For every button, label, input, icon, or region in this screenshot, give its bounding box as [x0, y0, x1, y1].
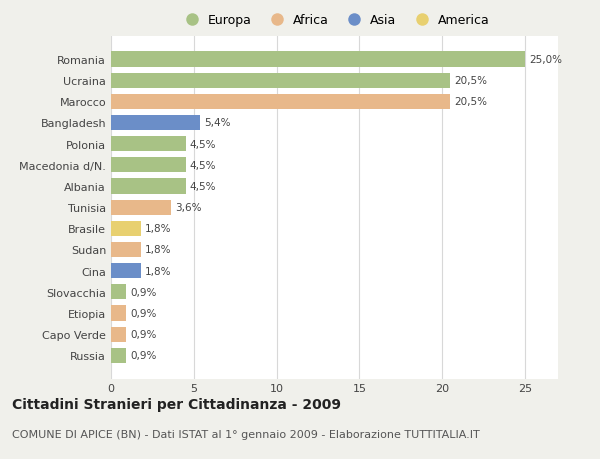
- Text: 20,5%: 20,5%: [455, 76, 488, 86]
- Bar: [111, 306, 126, 321]
- Bar: [111, 221, 141, 236]
- Bar: [111, 52, 525, 67]
- Bar: [111, 179, 185, 194]
- Text: 5,4%: 5,4%: [205, 118, 231, 128]
- Text: 4,5%: 4,5%: [190, 161, 216, 170]
- Text: 1,8%: 1,8%: [145, 224, 172, 234]
- Bar: [111, 263, 141, 279]
- Text: 0,9%: 0,9%: [130, 287, 157, 297]
- Text: COMUNE DI APICE (BN) - Dati ISTAT al 1° gennaio 2009 - Elaborazione TUTTITALIA.I: COMUNE DI APICE (BN) - Dati ISTAT al 1° …: [12, 429, 480, 439]
- Bar: [111, 95, 451, 110]
- Text: 25,0%: 25,0%: [529, 55, 562, 65]
- Text: 1,8%: 1,8%: [145, 266, 172, 276]
- Text: 0,9%: 0,9%: [130, 330, 157, 339]
- Text: 0,9%: 0,9%: [130, 308, 157, 318]
- Bar: [111, 285, 126, 300]
- Text: 0,9%: 0,9%: [130, 351, 157, 360]
- Bar: [111, 348, 126, 363]
- Bar: [111, 242, 141, 257]
- Text: 1,8%: 1,8%: [145, 245, 172, 255]
- Bar: [111, 158, 185, 173]
- Text: Cittadini Stranieri per Cittadinanza - 2009: Cittadini Stranieri per Cittadinanza - 2…: [12, 397, 341, 411]
- Bar: [111, 116, 200, 131]
- Text: 4,5%: 4,5%: [190, 140, 216, 149]
- Bar: [111, 73, 451, 89]
- Bar: [111, 200, 170, 215]
- Bar: [111, 327, 126, 342]
- Text: 4,5%: 4,5%: [190, 182, 216, 191]
- Text: 20,5%: 20,5%: [455, 97, 488, 107]
- Text: 3,6%: 3,6%: [175, 203, 201, 213]
- Legend: Europa, Africa, Asia, America: Europa, Africa, Asia, America: [179, 14, 490, 27]
- Bar: [111, 137, 185, 152]
